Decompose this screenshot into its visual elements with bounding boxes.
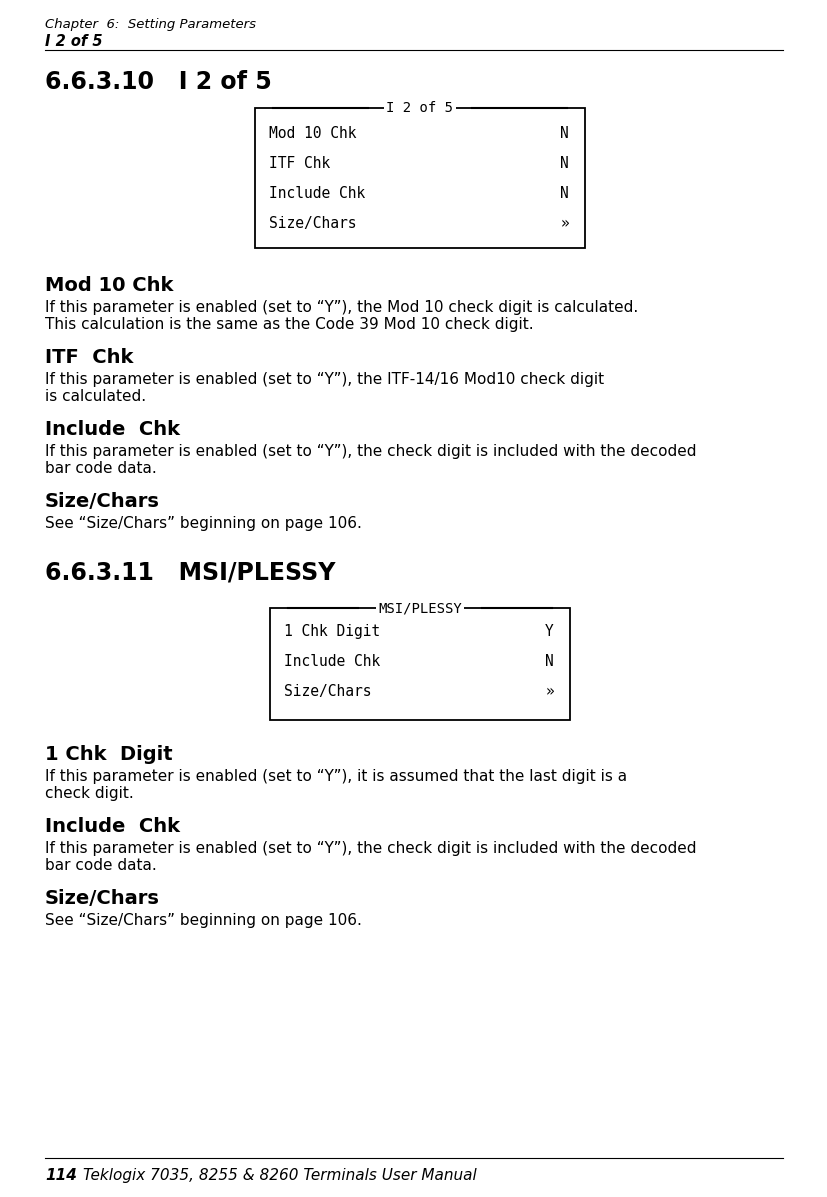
Text: »: »	[545, 683, 553, 699]
Text: Size/Chars: Size/Chars	[45, 492, 160, 511]
Text: N: N	[560, 126, 568, 141]
Text: If this parameter is enabled (set to “Y”), the check digit is included with the : If this parameter is enabled (set to “Y”…	[45, 841, 696, 874]
Text: N: N	[560, 156, 568, 171]
Text: If this parameter is enabled (set to “Y”), the Mod 10 check digit is calculated.: If this parameter is enabled (set to “Y”…	[45, 300, 638, 333]
Text: I 2 of 5: I 2 of 5	[45, 34, 103, 49]
Text: 1 Chk Digit: 1 Chk Digit	[284, 624, 380, 639]
Text: 6.6.3.10   I 2 of 5: 6.6.3.10 I 2 of 5	[45, 69, 271, 95]
Text: ITF Chk: ITF Chk	[269, 156, 330, 171]
Text: If this parameter is enabled (set to “Y”), the check digit is included with the : If this parameter is enabled (set to “Y”…	[45, 444, 696, 476]
Text: Size/Chars: Size/Chars	[269, 215, 356, 231]
Text: Teklogix 7035, 8255 & 8260 Terminals User Manual: Teklogix 7035, 8255 & 8260 Terminals Use…	[83, 1168, 476, 1183]
Text: If this parameter is enabled (set to “Y”), the ITF-14/16 Mod10 check digit
is ca: If this parameter is enabled (set to “Y”…	[45, 372, 604, 405]
Text: Mod 10 Chk: Mod 10 Chk	[269, 126, 356, 141]
Text: Y: Y	[545, 624, 553, 639]
Text: 1 Chk  Digit: 1 Chk Digit	[45, 745, 172, 764]
Bar	[255, 108, 585, 248]
Text: Include Chk: Include Chk	[284, 654, 380, 669]
Text: Include  Chk: Include Chk	[45, 420, 179, 439]
Bar	[270, 608, 569, 721]
Text: See “Size/Chars” beginning on page 106.: See “Size/Chars” beginning on page 106.	[45, 913, 361, 928]
Text: See “Size/Chars” beginning on page 106.: See “Size/Chars” beginning on page 106.	[45, 516, 361, 531]
Text: 6.6.3.11   MSI/PLESSY: 6.6.3.11 MSI/PLESSY	[45, 561, 335, 585]
Text: Size/Chars: Size/Chars	[284, 683, 371, 699]
Text: MSI/PLESSY: MSI/PLESSY	[378, 601, 461, 615]
Text: Include Chk: Include Chk	[269, 186, 365, 201]
Text: 114: 114	[45, 1168, 77, 1183]
Text: Mod 10 Chk: Mod 10 Chk	[45, 277, 173, 294]
Text: Chapter  6:  Setting Parameters: Chapter 6: Setting Parameters	[45, 18, 256, 31]
Text: Size/Chars: Size/Chars	[45, 889, 160, 909]
Text: »: »	[560, 215, 568, 231]
Text: Include  Chk: Include Chk	[45, 818, 179, 836]
Text: ITF  Chk: ITF Chk	[45, 348, 133, 367]
Text: If this parameter is enabled (set to “Y”), it is assumed that the last digit is : If this parameter is enabled (set to “Y”…	[45, 768, 626, 802]
Text: I 2 of 5: I 2 of 5	[386, 101, 453, 115]
Text: N: N	[545, 654, 553, 669]
Text: N: N	[560, 186, 568, 201]
